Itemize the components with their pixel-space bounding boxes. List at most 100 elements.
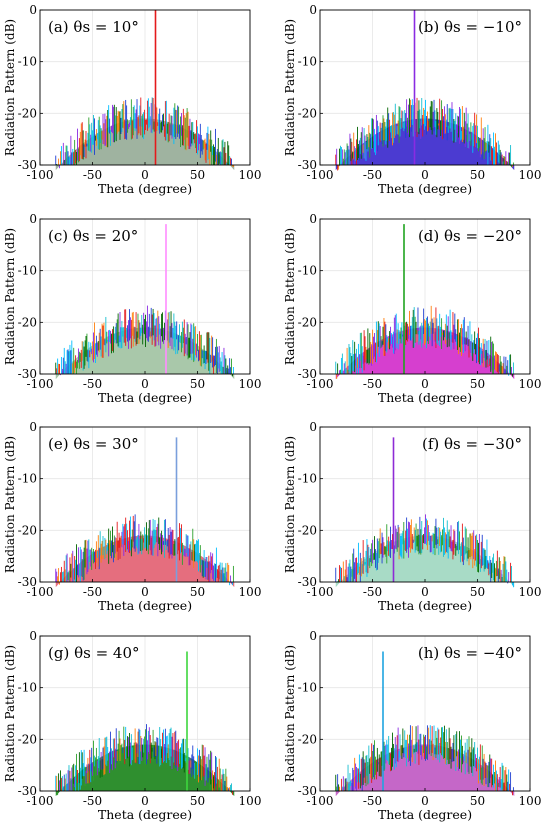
y-tick-label: -20 (18, 315, 37, 329)
x-axis-label: Theta (degree) (378, 807, 472, 822)
y-tick-label: 0 (29, 629, 37, 643)
panel-title: (d) θs = −20° (418, 227, 522, 245)
y-tick-label: -10 (18, 681, 37, 695)
x-axis-label: Theta (degree) (98, 598, 192, 613)
panel-title: (c) θs = 20° (48, 227, 138, 245)
x-axis-label: Theta (degree) (378, 181, 472, 196)
y-axis-label: Radiation Pattern (dB) (3, 228, 17, 365)
y-axis-label: Radiation Pattern (dB) (283, 645, 297, 782)
x-tick-label: -100 (307, 168, 334, 182)
x-tick-label: -50 (83, 168, 102, 182)
panel-title: (b) θs = −10° (418, 18, 522, 36)
x-tick-label: -100 (307, 377, 334, 391)
x-tick-label: 0 (141, 585, 149, 599)
x-tick-label: 100 (239, 794, 262, 808)
x-axis-label: Theta (degree) (98, 181, 192, 196)
x-tick-label: 0 (141, 794, 149, 808)
y-tick-label: -20 (18, 732, 37, 746)
x-tick-label: -50 (363, 585, 382, 599)
x-axis-label: Theta (degree) (98, 807, 192, 822)
y-tick-label: -30 (298, 367, 317, 381)
x-tick-label: 100 (239, 377, 262, 391)
y-tick-label: -20 (18, 106, 37, 120)
x-tick-label: 50 (190, 794, 205, 808)
y-tick-label: -30 (18, 575, 37, 589)
x-tick-label: 50 (470, 168, 485, 182)
y-tick-label: -20 (298, 523, 317, 537)
x-axis-label: Theta (degree) (98, 390, 192, 405)
y-tick-label: 0 (309, 3, 317, 17)
x-tick-label: -50 (83, 794, 102, 808)
x-tick-label: -50 (83, 377, 102, 391)
y-tick-label: -30 (298, 158, 317, 172)
y-tick-label: 0 (309, 212, 317, 226)
x-tick-label: -100 (27, 168, 54, 182)
x-tick-label: 50 (470, 585, 485, 599)
y-tick-label: -10 (298, 264, 317, 278)
x-tick-label: 100 (519, 585, 542, 599)
y-tick-label: -10 (298, 472, 317, 486)
x-tick-label: -50 (363, 377, 382, 391)
y-tick-label: 0 (29, 212, 37, 226)
y-tick-label: 0 (309, 420, 317, 434)
y-tick-label: -30 (18, 784, 37, 798)
y-axis-label: Radiation Pattern (dB) (3, 436, 17, 573)
x-tick-label: 100 (519, 168, 542, 182)
y-tick-label: -10 (298, 681, 317, 695)
panel-title: (f) θs = −30° (422, 435, 522, 453)
x-tick-label: -100 (27, 794, 54, 808)
y-tick-label: -10 (18, 55, 37, 69)
y-tick-label: -20 (18, 523, 37, 537)
x-tick-label: 100 (519, 794, 542, 808)
x-tick-label: 50 (190, 168, 205, 182)
y-tick-label: -10 (18, 264, 37, 278)
x-tick-label: -100 (307, 794, 334, 808)
y-tick-label: -20 (298, 732, 317, 746)
x-tick-label: -100 (307, 585, 334, 599)
x-tick-label: -100 (27, 585, 54, 599)
y-axis-label: Radiation Pattern (dB) (3, 645, 17, 782)
panel-title: (e) θs = 30° (48, 435, 139, 453)
x-tick-label: -50 (363, 794, 382, 808)
panel-title: (a) θs = 10° (48, 18, 139, 36)
x-tick-label: 50 (470, 377, 485, 391)
pattern-fill (55, 744, 235, 797)
y-axis-label: Radiation Pattern (dB) (283, 19, 297, 156)
x-axis-label: Theta (degree) (378, 598, 472, 613)
y-tick-label: -20 (298, 106, 317, 120)
x-tick-label: -50 (83, 585, 102, 599)
x-tick-label: 0 (421, 585, 429, 599)
y-tick-label: -30 (18, 158, 37, 172)
y-tick-label: -30 (298, 784, 317, 798)
y-tick-label: -10 (298, 55, 317, 69)
x-tick-label: 100 (519, 377, 542, 391)
x-tick-label: 50 (190, 377, 205, 391)
x-tick-label: 0 (141, 168, 149, 182)
x-tick-label: 0 (421, 168, 429, 182)
y-tick-label: -20 (298, 315, 317, 329)
x-tick-label: 0 (141, 377, 149, 391)
y-axis-label: Radiation Pattern (dB) (283, 228, 297, 365)
y-tick-label: -10 (18, 472, 37, 486)
x-tick-label: 0 (421, 377, 429, 391)
x-tick-label: 50 (470, 794, 485, 808)
y-tick-label: -30 (298, 575, 317, 589)
panel-title: (g) θs = 40° (48, 644, 140, 662)
x-tick-label: 50 (190, 585, 205, 599)
x-tick-label: -50 (363, 168, 382, 182)
x-tick-label: -100 (27, 377, 54, 391)
y-tick-label: -30 (18, 367, 37, 381)
y-tick-label: 0 (309, 629, 317, 643)
y-tick-label: 0 (29, 420, 37, 434)
y-axis-label: Radiation Pattern (dB) (283, 436, 297, 573)
y-axis-label: Radiation Pattern (dB) (3, 19, 17, 156)
